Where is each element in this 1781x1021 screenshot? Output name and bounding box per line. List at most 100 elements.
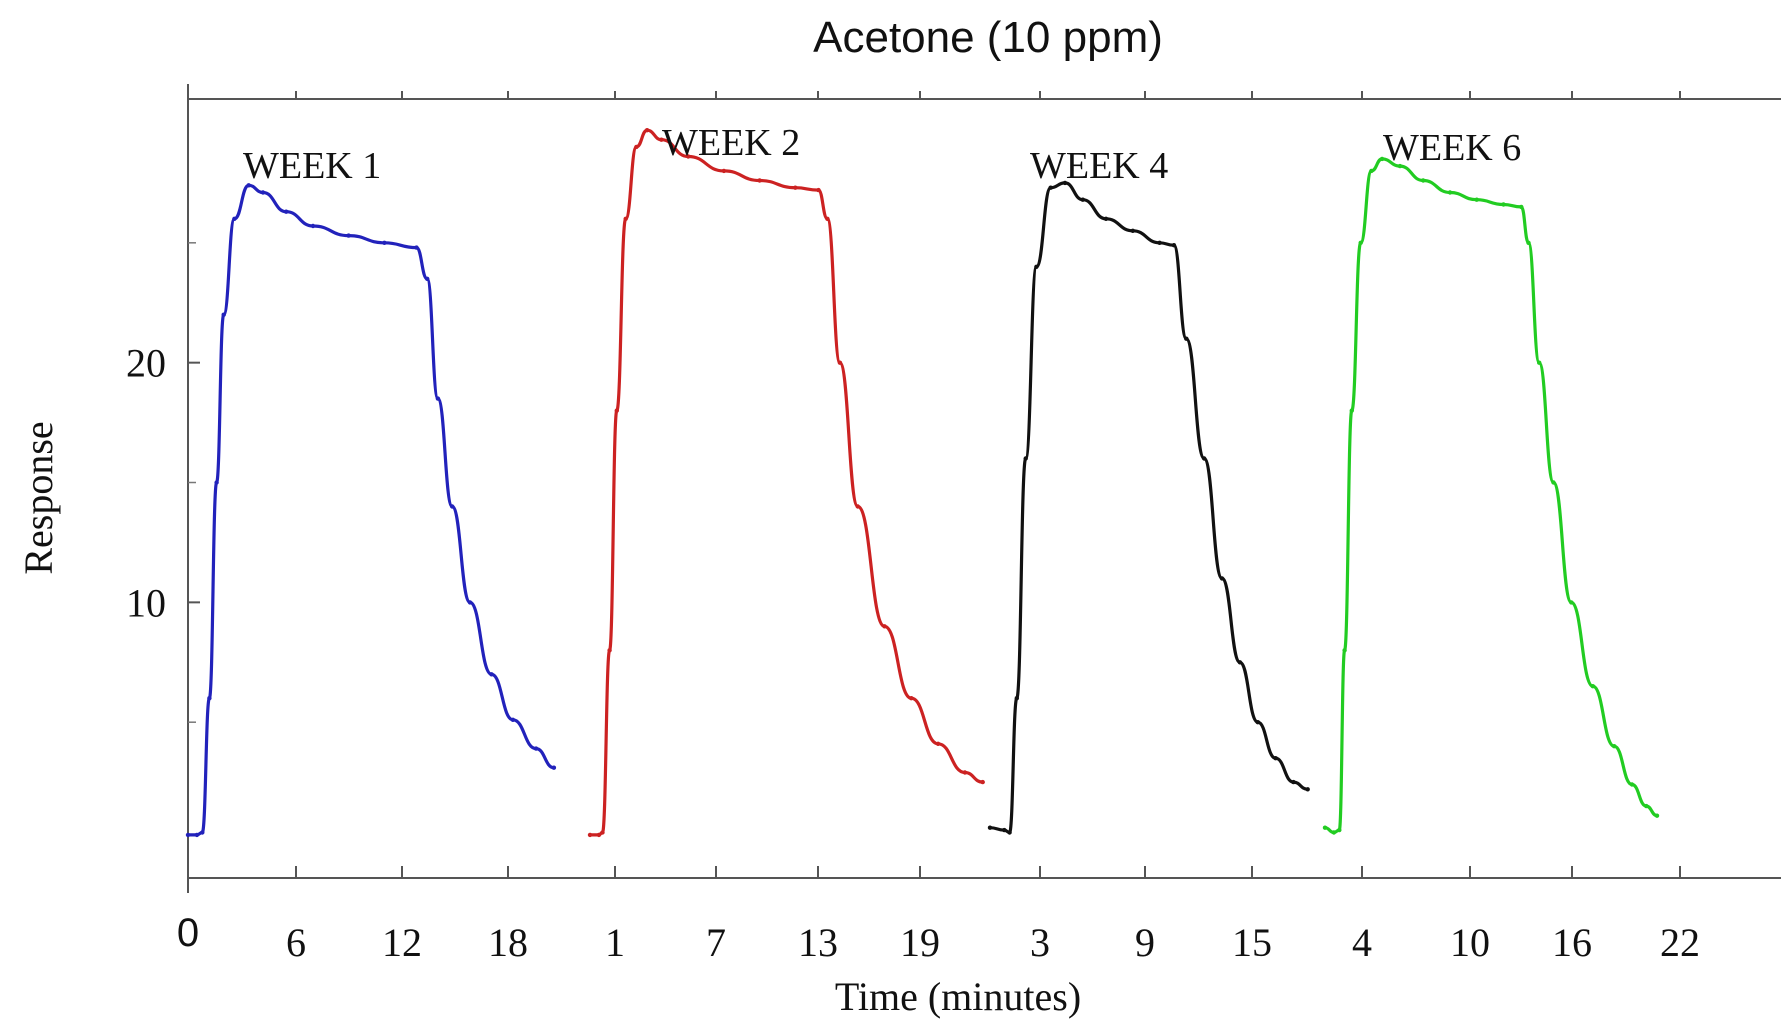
data-point (214, 480, 219, 485)
data-point (1337, 827, 1342, 833)
data-point (207, 696, 212, 701)
x-tick-label: 19 (900, 920, 940, 965)
data-point (793, 185, 798, 190)
data-point (1654, 813, 1660, 818)
data-point (489, 672, 494, 677)
data-point (1379, 156, 1385, 162)
x-tick-label: 1 (605, 920, 625, 965)
data-point (1062, 180, 1068, 186)
data-point (346, 233, 351, 238)
data-point (1014, 696, 1019, 701)
data-point (414, 245, 419, 250)
data-point (260, 190, 266, 195)
series-layer (185, 128, 1660, 838)
x-tick-label: 10 (1450, 920, 1490, 965)
data-point (1551, 480, 1556, 485)
data-point (533, 746, 539, 751)
x-tick-label: 7 (706, 920, 726, 965)
data-point (1171, 243, 1177, 248)
data-point (1349, 408, 1355, 413)
data-point (510, 717, 516, 722)
data-point (310, 223, 316, 229)
data-point (1474, 197, 1479, 202)
data-point (855, 504, 860, 509)
data-point (382, 240, 387, 245)
data-point (909, 696, 914, 701)
data-point (1219, 576, 1225, 581)
series-line-week-3 (988, 181, 1310, 835)
data-point (600, 830, 605, 835)
data-point (1342, 648, 1347, 653)
data-point (1569, 600, 1574, 605)
data-point (1273, 756, 1278, 761)
data-point (232, 216, 237, 221)
y-tick-label: 20 (126, 341, 166, 386)
data-point (284, 209, 289, 214)
data-point (587, 832, 593, 838)
axis-ticks (187, 91, 1681, 878)
data-point (1291, 779, 1296, 785)
y-tick-label: 10 (126, 580, 166, 625)
x-tick-label: 3 (1030, 920, 1050, 965)
x-tick-label: 18 (488, 920, 528, 965)
x-axis-label: Time (minutes) (835, 974, 1081, 1019)
data-point (551, 765, 557, 770)
data-point (425, 276, 430, 281)
data-point (980, 779, 985, 785)
data-point (1048, 185, 1053, 190)
chart-title: Acetone (10 ppm) (813, 13, 1163, 62)
data-point (644, 128, 650, 133)
data-point (614, 408, 619, 413)
data-point (1002, 827, 1007, 833)
data-point (1034, 264, 1039, 269)
x-tick-label: 15 (1232, 920, 1272, 965)
data-point (1007, 830, 1012, 835)
data-point (837, 360, 843, 365)
tick-labels: 10 20 0 6 12 18 1 7 13 19 3 9 15 4 10 16 22 (126, 341, 1700, 965)
x-tick-label: 16 (1552, 920, 1592, 965)
data-point (1255, 720, 1261, 725)
data-point (1157, 240, 1162, 245)
data-point (935, 741, 941, 746)
data-point (1331, 830, 1337, 835)
data-point (1397, 163, 1403, 169)
x-tick-label: 6 (286, 920, 306, 965)
data-point (1447, 190, 1453, 195)
data-point (1629, 782, 1635, 787)
data-point (1501, 202, 1506, 207)
data-point (596, 832, 602, 838)
data-point (686, 154, 691, 159)
x-tick-label: 13 (798, 920, 838, 965)
x-tick-label: 22 (1660, 920, 1700, 965)
data-point (1202, 456, 1207, 461)
series-line-week-2 (588, 128, 985, 837)
x-tick-label: 12 (382, 920, 422, 965)
data-point (634, 144, 639, 150)
data-point (185, 832, 191, 838)
series-label: WEEK 1 (243, 145, 381, 187)
data-point (721, 168, 727, 174)
data-point (659, 137, 664, 142)
data-point (1080, 197, 1086, 202)
x-tick-label: 4 (1352, 920, 1372, 965)
series-labels: WEEK 1 WEEK 2 WEEK 4 WEEK 6 (243, 122, 1521, 187)
x-tick-label: 0 (177, 911, 199, 955)
data-point (1519, 204, 1524, 210)
data-point (987, 825, 993, 830)
data-point (1537, 360, 1542, 365)
data-point (623, 216, 628, 221)
data-point (1305, 787, 1310, 792)
data-point (1130, 228, 1136, 233)
data-point (1023, 456, 1028, 461)
data-point (607, 648, 612, 653)
data-point (1644, 803, 1649, 809)
data-point (1322, 825, 1328, 830)
data-point (1590, 684, 1596, 689)
data-point (1526, 240, 1531, 245)
data-point (757, 178, 762, 183)
data-point (882, 624, 887, 629)
data-point (1369, 168, 1374, 174)
data-point (1612, 744, 1617, 749)
